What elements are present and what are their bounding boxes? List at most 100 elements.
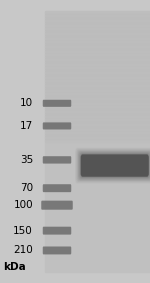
Bar	[45, 131, 150, 134]
FancyBboxPatch shape	[43, 246, 71, 254]
Bar	[45, 228, 150, 230]
Bar	[45, 199, 150, 201]
Bar	[45, 144, 150, 147]
Bar	[45, 108, 150, 110]
Text: 10: 10	[20, 98, 33, 108]
Bar	[45, 181, 150, 183]
Bar	[45, 92, 150, 95]
Bar	[45, 243, 150, 246]
Bar	[45, 264, 150, 267]
Bar	[45, 178, 150, 181]
Text: 100: 100	[13, 200, 33, 210]
Bar	[45, 118, 150, 121]
FancyBboxPatch shape	[79, 152, 150, 179]
FancyBboxPatch shape	[80, 153, 150, 179]
FancyBboxPatch shape	[78, 151, 150, 180]
Bar	[45, 71, 150, 74]
Bar	[45, 191, 150, 194]
Bar	[45, 134, 150, 136]
Bar	[45, 14, 150, 16]
FancyBboxPatch shape	[43, 100, 71, 107]
Bar	[45, 50, 150, 53]
Bar	[45, 204, 150, 207]
FancyBboxPatch shape	[80, 154, 149, 178]
Bar	[45, 217, 150, 220]
Bar	[45, 160, 150, 162]
Text: 17: 17	[20, 121, 33, 131]
Bar	[45, 55, 150, 58]
Bar	[45, 115, 150, 118]
FancyBboxPatch shape	[81, 155, 149, 177]
Bar	[45, 201, 150, 204]
Bar	[45, 87, 150, 89]
Bar	[45, 196, 150, 199]
FancyBboxPatch shape	[76, 149, 150, 182]
Bar	[45, 207, 150, 209]
Bar	[45, 11, 150, 272]
Bar	[45, 128, 150, 131]
Bar	[45, 100, 150, 102]
Bar	[45, 95, 150, 97]
Text: 35: 35	[20, 155, 33, 165]
Bar	[45, 259, 150, 261]
Bar	[45, 61, 150, 63]
Text: kDa: kDa	[4, 262, 26, 273]
Text: 210: 210	[13, 245, 33, 256]
Bar	[45, 261, 150, 264]
Bar	[45, 32, 150, 35]
Bar	[45, 97, 150, 100]
Bar	[45, 155, 150, 157]
Bar	[45, 123, 150, 126]
Bar	[45, 241, 150, 243]
Bar	[45, 79, 150, 82]
Bar	[45, 53, 150, 55]
Bar	[45, 16, 150, 19]
Bar	[45, 152, 150, 155]
Bar	[45, 142, 150, 144]
Bar	[45, 113, 150, 115]
Text: 150: 150	[13, 226, 33, 236]
Bar	[45, 170, 150, 173]
Bar	[45, 194, 150, 196]
Text: 70: 70	[20, 183, 33, 193]
Bar	[45, 68, 150, 71]
FancyBboxPatch shape	[43, 227, 71, 235]
Bar	[45, 251, 150, 254]
Bar	[45, 40, 150, 42]
Bar	[45, 183, 150, 186]
Bar	[45, 168, 150, 170]
Bar	[45, 215, 150, 217]
Bar	[45, 238, 150, 241]
Bar	[45, 225, 150, 228]
Bar	[45, 58, 150, 61]
Bar	[45, 84, 150, 87]
Bar	[45, 254, 150, 256]
Bar	[45, 147, 150, 149]
Bar	[45, 248, 150, 251]
Bar	[45, 235, 150, 238]
Bar	[45, 256, 150, 259]
Bar	[45, 89, 150, 92]
Bar	[45, 24, 150, 27]
Bar	[45, 212, 150, 215]
Bar	[45, 48, 150, 50]
Bar	[45, 66, 150, 68]
Bar	[45, 222, 150, 225]
Bar	[45, 162, 150, 165]
Bar	[45, 76, 150, 79]
Bar	[45, 74, 150, 76]
FancyBboxPatch shape	[43, 122, 71, 129]
Bar	[45, 105, 150, 108]
Bar	[45, 246, 150, 248]
Bar	[45, 110, 150, 113]
Bar	[45, 188, 150, 191]
FancyBboxPatch shape	[43, 156, 71, 164]
Bar	[45, 173, 150, 175]
Bar	[45, 121, 150, 123]
Bar	[45, 157, 150, 160]
Bar	[45, 230, 150, 233]
Bar	[45, 42, 150, 45]
Bar	[45, 82, 150, 84]
Bar	[45, 165, 150, 168]
Bar	[45, 19, 150, 22]
